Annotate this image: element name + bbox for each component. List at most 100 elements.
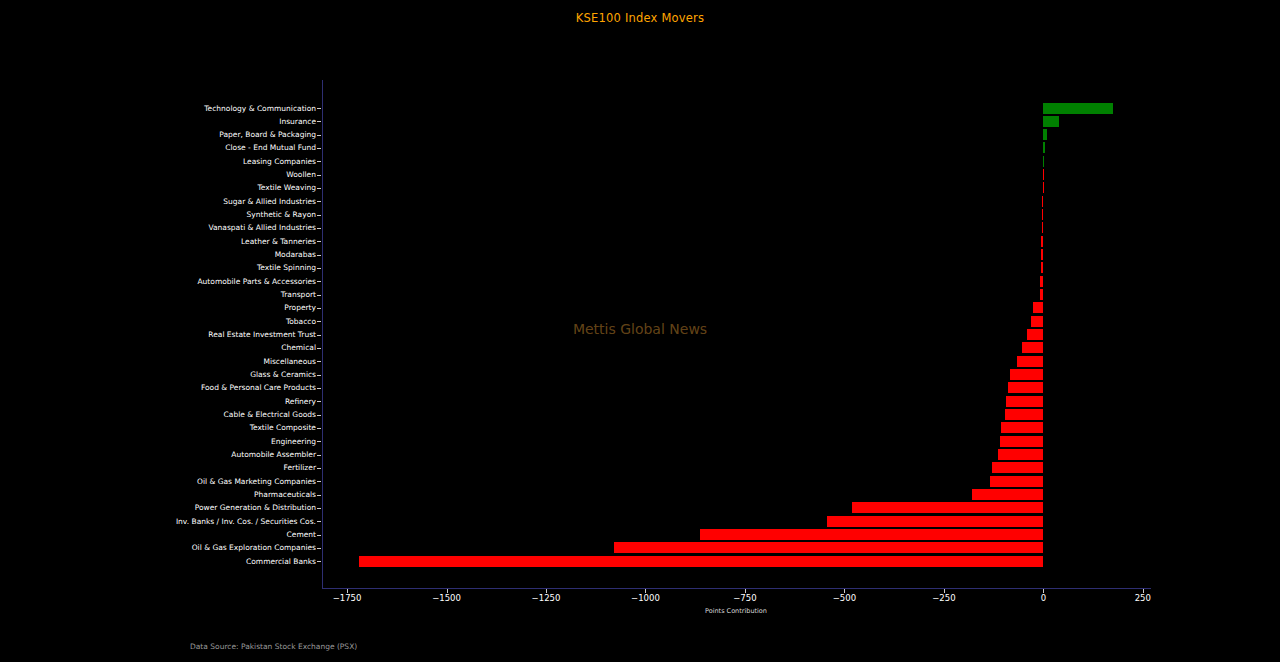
y-tick-mark [317,308,321,309]
bar [1043,182,1044,193]
bar [359,556,1043,567]
bar [1001,422,1043,433]
y-tick-label: Property [16,302,316,313]
y-tick-label: Fertilizer [16,462,316,473]
bar [1040,276,1043,287]
x-tick-label: −1000 [615,593,675,603]
bar [998,449,1044,460]
y-tick-mark [317,428,321,429]
y-tick-mark [317,415,321,416]
y-tick-label: Insurance [16,116,316,127]
y-tick-label: Automobile Assembler [16,449,316,460]
x-tick-label: −250 [914,593,974,603]
y-tick-label: Tobacco [16,316,316,327]
y-tick-label: Leather & Tanneries [16,236,316,247]
bar [1041,249,1043,260]
y-tick-mark [317,361,321,362]
bar [1006,396,1043,407]
data-source-note: Data Source: Pakistan Stock Exchange (PS… [190,642,357,651]
bar [700,529,1043,540]
chart-layer: Technology & Communication Insurance Paper… [0,0,1280,662]
bar [972,489,1044,500]
bar [1000,436,1043,447]
y-tick-label: Textile Weaving [16,182,316,193]
bar [1017,356,1043,367]
y-tick-label: Inv. Banks / Inv. Cos. / Securities Cos. [16,516,316,527]
bar [1043,116,1059,127]
y-tick-mark [317,188,321,189]
y-tick-mark [317,388,321,389]
y-tick-label: Textile Spinning [16,262,316,273]
bar [1043,129,1046,140]
y-tick-mark [317,161,321,162]
x-tick-label: −500 [814,593,874,603]
x-tick-label: −1750 [317,593,377,603]
y-tick-mark [317,441,321,442]
y-tick-mark [317,481,321,482]
x-tick-label: 0 [1013,593,1073,603]
y-tick-mark [317,241,321,242]
y-tick-label: Technology & Communication [16,103,316,114]
y-tick-mark [317,175,321,176]
y-tick-label: Paper, Board & Packaging [16,129,316,140]
bar [1005,409,1044,420]
bar [1042,209,1044,220]
y-tick-mark [317,561,321,562]
bar [1022,342,1043,353]
y-tick-mark [317,321,321,322]
y-tick-mark [317,508,321,509]
bar [1041,236,1043,247]
y-tick-label: Chemical [16,342,316,353]
y-tick-label: Vanaspati & Allied Industries [16,222,316,233]
bar [1042,196,1043,207]
bar [1010,369,1044,380]
y-tick-label: Pharmaceuticals [16,489,316,500]
y-tick-mark [317,121,321,122]
bar [1041,262,1043,273]
y-tick-mark [317,495,321,496]
bar [827,516,1043,527]
y-tick-label: Food & Personal Care Products [16,382,316,393]
bar [1031,316,1043,327]
y-tick-mark [317,401,321,402]
y-tick-mark [317,215,321,216]
y-tick-label: Transport [16,289,316,300]
y-tick-mark [317,535,321,536]
y-tick-mark [317,295,321,296]
y-tick-label: Sugar & Allied Industries [16,196,316,207]
bar [1027,329,1044,340]
y-tick-label: Real Estate Investment Trust [16,329,316,340]
figure: KSE100 Index Movers Mettis Global News T… [0,0,1280,662]
y-tick-label: Refinery [16,396,316,407]
y-tick-mark [317,268,321,269]
y-tick-label: Textile Composite [16,422,316,433]
y-tick-label: Oil & Gas Marketing Companies [16,476,316,487]
y-tick-mark [317,255,321,256]
y-tick-label: Automobile Parts & Accessories [16,276,316,287]
x-tick-label: 250 [1113,593,1173,603]
y-tick-mark [317,135,321,136]
bar [1043,103,1113,114]
y-tick-label: Engineering [16,436,316,447]
y-tick-mark [317,348,321,349]
y-tick-mark [317,148,321,149]
y-tick-label: Leasing Companies [16,156,316,167]
x-tick-label: −1500 [417,593,477,603]
bar [1033,302,1044,313]
y-tick-label: Cement [16,529,316,540]
y-tick-label: Oil & Gas Exploration Companies [16,542,316,553]
y-tick-mark [317,548,321,549]
y-tick-mark [317,455,321,456]
bar [1040,289,1044,300]
y-tick-label: Close - End Mutual Fund [16,142,316,153]
y-tick-label: Modarabas [16,249,316,260]
x-tick-label: −750 [715,593,775,603]
y-tick-mark [317,521,321,522]
y-tick-mark [317,375,321,376]
x-tick-label: −1250 [516,593,576,603]
bar [614,542,1044,553]
bar [1008,382,1043,393]
bar [852,502,1043,513]
y-tick-mark [317,335,321,336]
x-axis-label: Points Contribution [636,607,836,615]
